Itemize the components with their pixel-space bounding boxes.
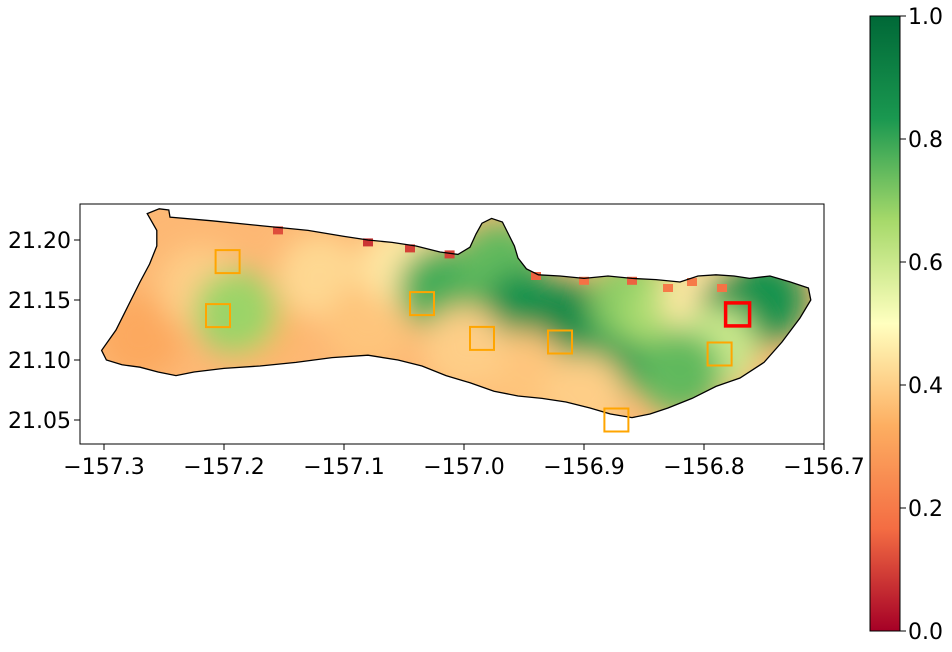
x-axis: −157.3 −157.2 −157.1 −157.0 −156.9 −156.8 −156… xyxy=(63,444,865,480)
x-tick-label: −156.8 xyxy=(663,455,744,480)
x-tick-label: −157.1 xyxy=(303,455,384,480)
map-axes: −157.3 −157.2 −157.1 −157.0 −156.9 −156.8 −156… xyxy=(8,203,865,480)
y-tick-label: 21.15 xyxy=(8,289,71,314)
coastal-patch xyxy=(363,238,373,247)
sample-box xyxy=(214,249,241,275)
colorbar-tick-label: 0.0 xyxy=(908,620,943,645)
colorbar-tick-label: 0.4 xyxy=(908,374,943,399)
x-tick-label: −156.7 xyxy=(783,455,864,480)
raster-zone xyxy=(194,270,278,354)
raster-zone xyxy=(638,330,722,414)
x-tick-label: −157.0 xyxy=(423,455,504,480)
coastal-patch xyxy=(273,226,283,235)
x-tick-label: −156.9 xyxy=(543,455,624,480)
x-tick-label: −157.3 xyxy=(63,455,144,480)
y-tick-label: 21.20 xyxy=(8,229,71,254)
coastal-patch xyxy=(579,276,589,285)
colorbar-tick-label: 1.0 xyxy=(908,5,943,30)
colorbar-tick-label: 0.6 xyxy=(908,251,943,276)
coastal-patch xyxy=(531,272,541,280)
coastal-patch xyxy=(444,250,455,259)
coastal-patch xyxy=(687,278,697,286)
coastal-patches xyxy=(273,226,727,292)
x-tick-label: −157.2 xyxy=(183,455,264,480)
sample-box xyxy=(706,341,733,367)
axes-frame xyxy=(79,203,825,445)
sample-box xyxy=(409,291,435,317)
y-tick-label: 21.05 xyxy=(8,409,71,434)
coastal-patch xyxy=(627,276,637,285)
sample-box xyxy=(603,407,630,433)
coastal-patch xyxy=(717,284,727,292)
colorbar-ticks: 0.0 0.2 0.4 0.6 0.8 1.0 xyxy=(900,5,943,645)
coastal-patch xyxy=(405,244,415,253)
selected-sample-box xyxy=(723,301,752,328)
colorbar: 0.0 0.2 0.4 0.6 0.8 1.0 xyxy=(869,5,943,645)
y-tick-label: 21.10 xyxy=(8,349,71,374)
sample-boxes xyxy=(205,249,752,433)
sample-box xyxy=(469,325,495,351)
colorbar-tick-label: 0.2 xyxy=(908,497,943,522)
coastal-patch xyxy=(663,284,673,292)
island-outline xyxy=(100,208,812,419)
y-axis: 21.05 21.10 21.15 21.20 xyxy=(8,229,80,434)
colorbar-gradient xyxy=(869,15,901,632)
sample-box xyxy=(547,329,573,355)
colorbar-tick-label: 0.8 xyxy=(908,128,943,153)
sample-box xyxy=(205,303,231,329)
